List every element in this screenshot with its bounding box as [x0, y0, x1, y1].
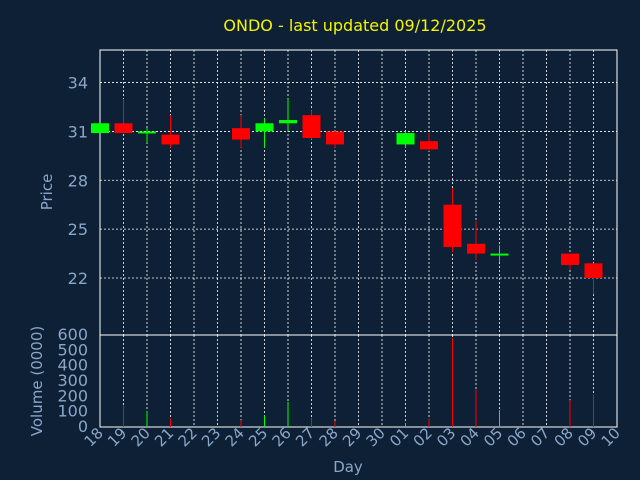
x-tick-label: 27 — [292, 424, 318, 450]
x-tick-label: 25 — [245, 424, 271, 450]
x-tick-label: 01 — [386, 424, 412, 450]
x-axis-label: Day — [333, 458, 363, 476]
candle-body — [302, 115, 321, 138]
x-tick-label: 03 — [433, 424, 459, 450]
price-tick-label: 28 — [68, 171, 88, 190]
x-tick-label: 09 — [574, 424, 600, 450]
candle-body — [279, 120, 297, 124]
candle-body — [161, 134, 180, 145]
x-tick-label: 10 — [598, 424, 624, 450]
x-tick-label: 22 — [175, 424, 201, 450]
candle-body — [584, 263, 603, 278]
candle-body — [490, 253, 509, 256]
price-tick-label: 25 — [68, 220, 88, 239]
x-tick-label: 30 — [363, 424, 389, 450]
x-tick-label: 24 — [222, 424, 248, 450]
candle-body — [443, 204, 462, 248]
x-tick-label: 07 — [527, 424, 553, 450]
volume-tick-label: 100 — [57, 402, 88, 421]
price-tick-label: 31 — [68, 122, 88, 141]
volume-frame — [99, 334, 618, 428]
candle-body — [561, 253, 579, 265]
price-tick-label: 34 — [68, 74, 88, 93]
volume-panel: 0100200300400500600181920212223242526272… — [57, 325, 623, 450]
x-tick-label: 06 — [504, 424, 530, 450]
volume-tick-label: 400 — [57, 356, 88, 375]
x-tick-label: 04 — [457, 424, 483, 450]
chart-title: ONDO - last updated 09/12/2025 — [223, 16, 486, 35]
price-panel: 22 25 28 31 34 — [68, 49, 618, 336]
volume-tick-label: 500 — [57, 340, 88, 359]
candle-body — [467, 243, 485, 254]
x-tick-label: 05 — [480, 424, 506, 450]
price-frame — [99, 49, 618, 336]
x-tick-label: 20 — [128, 424, 154, 450]
volume-tick-label: 200 — [57, 386, 88, 405]
x-tick-label: 08 — [551, 424, 577, 450]
x-tick-label: 21 — [151, 424, 177, 450]
x-tick-label: 28 — [316, 424, 342, 450]
x-tick-label: 23 — [198, 424, 224, 450]
candle-body — [91, 123, 109, 134]
volume-tick-label: 300 — [57, 371, 88, 390]
candle-body — [396, 133, 415, 145]
volume-axis-label: Volume (0000) — [28, 326, 46, 436]
volume-tick-label: 0 — [78, 417, 88, 436]
x-tick-label: 19 — [104, 424, 130, 450]
volume-tick-label: 600 — [57, 325, 88, 344]
candle-body — [114, 123, 133, 134]
price-tick-label: 22 — [68, 269, 88, 288]
x-tick-label: 29 — [339, 424, 365, 450]
x-tick-label: 02 — [410, 424, 436, 450]
candle-body — [255, 123, 274, 132]
price-axis-label: Price — [38, 174, 56, 211]
candle-body — [232, 128, 250, 140]
candle-body — [420, 141, 438, 150]
x-tick-label: 26 — [269, 424, 295, 450]
candle-body — [138, 131, 156, 134]
candle-body — [326, 131, 344, 145]
